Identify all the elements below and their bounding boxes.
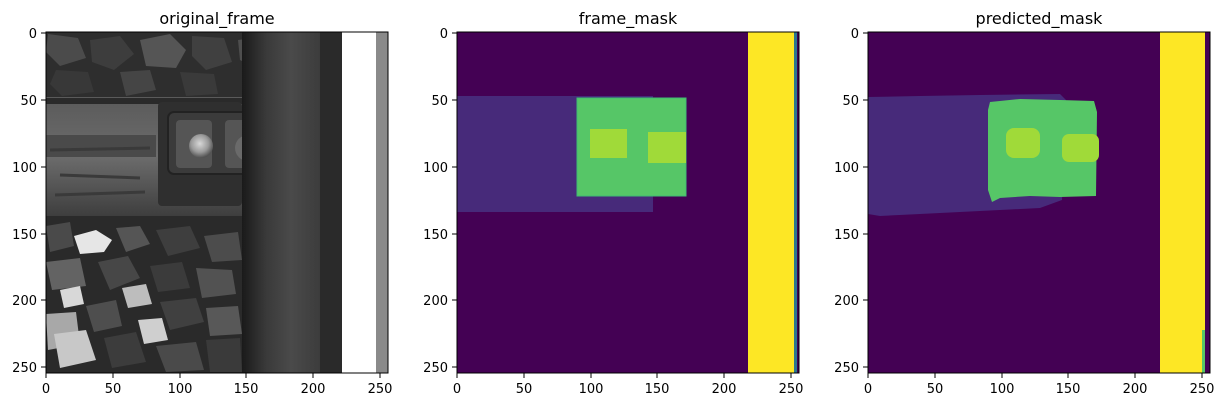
y-tick-label: 150: [834, 228, 859, 243]
x-tick-label: 100: [579, 382, 604, 397]
x-tick-label: 150: [234, 382, 259, 397]
y-tick-label: 200: [12, 294, 37, 309]
x-tick-label: 50: [927, 382, 944, 397]
x-tick-label: 100: [990, 382, 1015, 397]
x-tick-label: 0: [864, 382, 872, 397]
x-axis: 0 50 100 150 200 250: [42, 373, 393, 397]
ballast-bottom: [46, 216, 242, 373]
x-axis: 0 50 100 150 200 250: [453, 373, 804, 397]
x-tick-label: 0: [42, 382, 50, 397]
y-tick-label: 0: [440, 27, 448, 42]
y-tick-label: 0: [29, 27, 37, 42]
x-tick-label: 100: [168, 382, 193, 397]
x-tick-label: 150: [645, 382, 670, 397]
x-tick-label: 0: [453, 382, 461, 397]
y-tick-label: 50: [431, 94, 448, 109]
x-tick-label: 200: [301, 382, 326, 397]
x-tick-label: 200: [1123, 382, 1148, 397]
x-tick-label: 150: [1056, 382, 1081, 397]
y-tick-label: 150: [423, 228, 448, 243]
y-tick-label: 150: [12, 228, 37, 243]
y-axis: 0 50 100 150 200 250: [834, 27, 868, 376]
y-tick-label: 200: [423, 294, 448, 309]
y-tick-label: 100: [423, 161, 448, 176]
y-tick-label: 250: [834, 361, 859, 376]
y-tick-label: 250: [423, 361, 448, 376]
x-tick-label: 50: [105, 382, 122, 397]
mask-class-clamp: [988, 99, 1097, 202]
y-tick-label: 100: [12, 161, 37, 176]
panel-predicted-mask: predicted_mask 0 50 100 150 200 250: [834, 9, 1214, 397]
original-image: [46, 32, 388, 373]
x-tick-label: 250: [1190, 382, 1215, 397]
panel-title: frame_mask: [579, 9, 678, 29]
mask-class-bolt: [1062, 134, 1099, 162]
y-tick-label: 50: [20, 94, 37, 109]
y-axis: 0 50 100 150 200 250: [423, 27, 457, 376]
y-tick-label: 100: [834, 161, 859, 176]
mask-class-bolt: [1006, 128, 1040, 158]
mask-class-rail: [1160, 32, 1205, 373]
y-tick-label: 0: [851, 27, 859, 42]
panel-frame-mask: frame_mask 0 50 100 150 200 250: [423, 9, 803, 397]
predicted-mask-image: [868, 32, 1210, 373]
x-tick-label: 50: [516, 382, 533, 397]
y-tick-label: 50: [842, 94, 859, 109]
panel-title: predicted_mask: [976, 9, 1104, 29]
mask-class-rail: [748, 32, 794, 373]
panel-title: original_frame: [159, 9, 274, 29]
mask-class-bolt: [648, 132, 686, 163]
bolt-left: [189, 134, 213, 158]
frame-mask-image: [457, 32, 799, 373]
panel-original-frame: original_frame: [12, 9, 392, 397]
x-tick-label: 250: [368, 382, 393, 397]
y-axis: 0 50 100 150 200 250: [12, 27, 46, 376]
y-tick-label: 200: [834, 294, 859, 309]
x-tick-label: 250: [779, 382, 804, 397]
mask-class-bolt: [590, 129, 627, 158]
x-axis: 0 50 100 150 200 250: [864, 373, 1215, 397]
y-tick-label: 250: [12, 361, 37, 376]
x-tick-label: 200: [712, 382, 737, 397]
